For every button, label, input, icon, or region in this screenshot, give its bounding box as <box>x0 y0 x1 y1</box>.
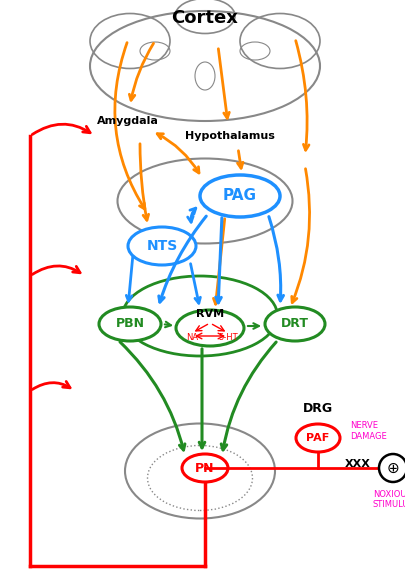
Text: NTS: NTS <box>146 239 177 253</box>
Text: PBN: PBN <box>115 318 144 331</box>
Text: DRT: DRT <box>280 318 308 331</box>
Text: PAF: PAF <box>306 433 329 443</box>
Text: PN: PN <box>195 462 214 475</box>
Text: NOXIOUS
STIMULUS: NOXIOUS STIMULUS <box>371 490 405 509</box>
Text: RVM: RVM <box>196 309 224 319</box>
Text: PAG: PAG <box>222 189 256 203</box>
Ellipse shape <box>128 227 196 265</box>
Ellipse shape <box>99 307 161 341</box>
Text: Hypothalamus: Hypothalamus <box>185 131 274 141</box>
Ellipse shape <box>175 310 243 346</box>
Ellipse shape <box>181 454 228 482</box>
Text: Amygdala: Amygdala <box>97 116 158 126</box>
Text: 5-HT: 5-HT <box>217 333 237 342</box>
Text: Cortex: Cortex <box>171 9 238 27</box>
Text: XXX: XXX <box>344 459 370 469</box>
Text: NA: NA <box>185 333 198 342</box>
Ellipse shape <box>295 424 339 452</box>
Text: DRG: DRG <box>302 401 332 414</box>
Text: NERVE
DAMAGE: NERVE DAMAGE <box>349 421 386 441</box>
Ellipse shape <box>200 175 279 217</box>
Text: ⊕: ⊕ <box>386 461 399 475</box>
Circle shape <box>378 454 405 482</box>
Ellipse shape <box>264 307 324 341</box>
